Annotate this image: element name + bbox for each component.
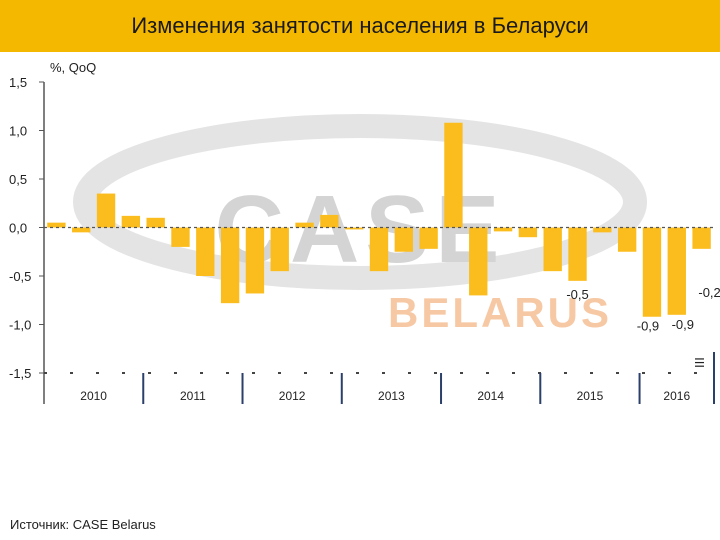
watermark-sub: BELARUS <box>388 289 612 336</box>
bar <box>419 227 438 249</box>
y-tick-label: 0,5 <box>9 172 27 187</box>
data-label: -0,2 <box>698 285 720 300</box>
bar <box>543 227 562 272</box>
bar <box>146 217 165 228</box>
title-bar: Изменения занятости населения в Беларуси <box>0 0 720 52</box>
bar <box>593 227 612 233</box>
bar <box>469 227 488 296</box>
bar <box>121 215 141 228</box>
chart-title: Изменения занятости населения в Беларуси <box>131 13 589 38</box>
bar <box>47 222 66 228</box>
bar <box>220 227 240 304</box>
year-label: 2015 <box>577 389 604 403</box>
y-axis-unit: %, QoQ <box>50 60 96 75</box>
y-tick-label: -1,0 <box>9 318 31 333</box>
bar <box>642 227 662 317</box>
y-tick-label: 1,5 <box>9 75 27 90</box>
bar <box>692 227 711 249</box>
bar <box>667 227 686 315</box>
data-labels: -0,5 -0,9 -0,9 -0,2 <box>566 285 720 334</box>
bar <box>518 227 538 238</box>
y-tick-label: 0,0 <box>9 221 27 236</box>
bar <box>270 227 289 272</box>
bar <box>96 193 116 228</box>
bar <box>245 227 265 294</box>
annotation: III <box>692 357 707 368</box>
bar <box>320 214 339 228</box>
chart: CASE BELARUS %, QoQ 1,51,00,50,0-0,5-1,0… <box>9 60 720 404</box>
bar <box>295 222 314 228</box>
bar <box>617 227 637 252</box>
y-tick-label: -0,5 <box>9 269 31 284</box>
bars <box>47 122 711 317</box>
bar <box>568 227 587 281</box>
y-tick-label: -1,5 <box>9 366 31 381</box>
bar <box>72 227 91 233</box>
year-label: 2016 <box>663 389 690 403</box>
bar <box>345 227 364 230</box>
x-axis: 2010 2011 2012 2013 2014 2015 2016 <box>44 226 715 404</box>
year-label: 2012 <box>279 389 306 403</box>
data-label: -0,9 <box>637 319 659 334</box>
watermark-swoosh <box>73 114 647 290</box>
y-tick-label: 1,0 <box>9 124 27 139</box>
year-label: 2011 <box>180 389 206 403</box>
bar <box>444 122 463 228</box>
bar <box>394 227 413 252</box>
bar <box>493 227 513 232</box>
data-label: -0,5 <box>566 287 588 302</box>
year-label: 2010 <box>80 389 107 403</box>
source-note: Источник: CASE Belarus <box>10 517 156 532</box>
y-axis: 1,5 1,0 0,5 0,0 -0,5 -1,0 -1,5 <box>9 75 45 404</box>
bar <box>171 227 190 247</box>
bar <box>196 227 215 276</box>
year-label: 2013 <box>378 389 405 403</box>
year-label: 2014 <box>477 389 504 403</box>
bar <box>369 227 389 272</box>
data-label: -0,9 <box>672 317 694 332</box>
